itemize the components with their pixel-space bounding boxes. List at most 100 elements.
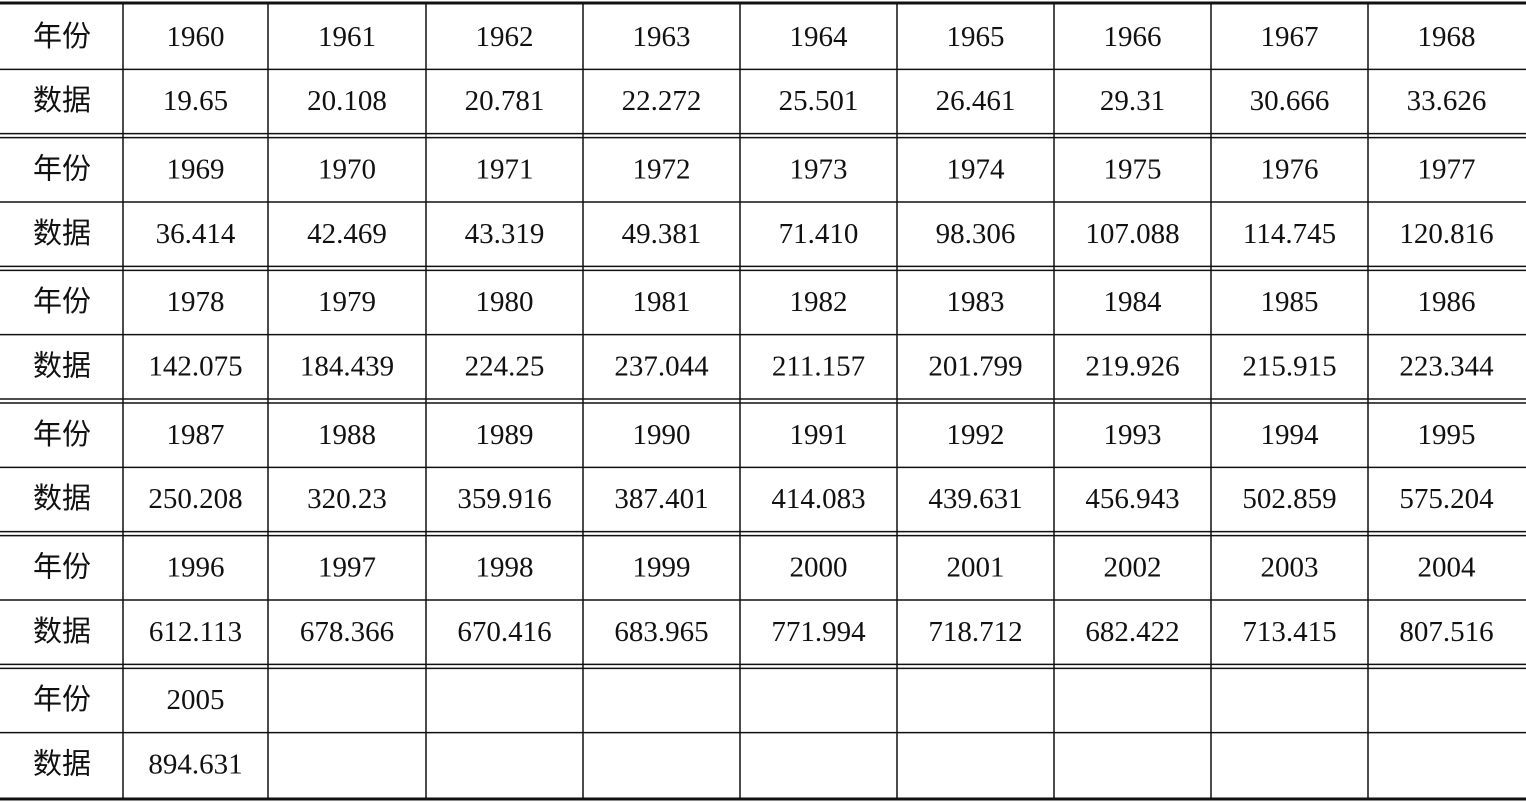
row-header: 年份 (33, 285, 91, 318)
year-cell: 1986 (1418, 286, 1476, 318)
year-cell: 1963 (633, 21, 691, 53)
row-header: 年份 (33, 418, 91, 451)
value-cell: 807.516 (1399, 616, 1493, 648)
year-cell: 1978 (167, 286, 225, 318)
row-header: 年份 (33, 152, 91, 185)
year-cell: 1964 (790, 21, 849, 53)
year-cell: 1975 (1104, 153, 1162, 185)
year-cell: 1985 (1261, 286, 1319, 318)
value-cell: 184.439 (300, 350, 394, 382)
year-cell: 1973 (790, 153, 848, 185)
year-cell: 1990 (633, 419, 691, 451)
value-cell: 20.108 (307, 85, 387, 117)
year-cell: 1983 (947, 286, 1005, 318)
value-cell: 25.501 (779, 85, 859, 117)
value-cell: 250.208 (148, 483, 242, 515)
value-cell: 670.416 (457, 616, 551, 648)
value-cell: 713.415 (1242, 616, 1336, 648)
year-cell: 2000 (790, 551, 848, 583)
year-cell: 1997 (318, 551, 376, 583)
year-cell: 1987 (167, 419, 225, 451)
value-cell: 43.319 (465, 218, 545, 250)
year-cell: 1984 (1104, 286, 1163, 318)
year-cell: 2002 (1104, 551, 1162, 583)
value-cell: 683.965 (614, 616, 708, 648)
value-cell: 718.712 (928, 616, 1022, 648)
value-cell: 894.631 (148, 748, 242, 780)
year-cell: 1996 (167, 551, 225, 583)
year-cell: 1971 (476, 153, 534, 185)
value-cell: 678.366 (300, 616, 394, 648)
value-cell: 49.381 (622, 218, 702, 250)
year-cell: 1989 (476, 419, 534, 451)
year-cell: 1972 (633, 153, 691, 185)
value-cell: 320.23 (307, 483, 387, 515)
value-cell: 42.469 (307, 218, 387, 250)
year-cell: 1962 (476, 21, 534, 53)
value-cell: 771.994 (771, 616, 866, 648)
year-cell: 1968 (1418, 21, 1476, 53)
value-cell: 19.65 (163, 85, 228, 117)
value-cell: 224.25 (465, 350, 545, 382)
year-cell: 1974 (947, 153, 1006, 185)
value-cell: 114.745 (1243, 218, 1336, 250)
value-cell: 219.926 (1085, 350, 1179, 382)
year-cell: 1976 (1261, 153, 1319, 185)
row-header: 数据 (33, 217, 91, 250)
year-cell: 2005 (167, 684, 225, 716)
value-cell: 26.461 (936, 85, 1016, 117)
value-cell: 29.31 (1100, 85, 1165, 117)
value-cell: 120.816 (1399, 218, 1493, 250)
year-cell: 1977 (1418, 153, 1476, 185)
value-cell: 33.626 (1407, 85, 1487, 117)
row-header: 年份 (33, 683, 91, 716)
year-cell: 1980 (476, 286, 534, 318)
row-header: 数据 (33, 84, 91, 117)
value-cell: 71.410 (779, 218, 859, 250)
value-cell: 502.859 (1242, 483, 1336, 515)
value-cell: 237.044 (614, 350, 709, 382)
row-header: 数据 (33, 615, 91, 648)
year-cell: 2001 (947, 551, 1005, 583)
year-cell: 1966 (1104, 21, 1162, 53)
year-cell: 1979 (318, 286, 376, 318)
year-cell: 1982 (790, 286, 848, 318)
value-cell: 22.272 (622, 85, 702, 117)
value-cell: 612.113 (149, 616, 242, 648)
row-header: 数据 (33, 349, 91, 382)
row-header: 年份 (33, 550, 91, 583)
value-cell: 387.401 (614, 483, 708, 515)
year-cell: 1981 (633, 286, 691, 318)
year-cell: 1960 (167, 21, 225, 53)
year-cell: 1965 (947, 21, 1005, 53)
year-cell: 1993 (1104, 419, 1162, 451)
value-cell: 30.666 (1250, 85, 1330, 117)
year-cell: 1991 (790, 419, 848, 451)
year-cell: 1999 (633, 551, 691, 583)
value-cell: 98.306 (936, 218, 1016, 250)
year-cell: 2003 (1261, 551, 1319, 583)
value-cell: 682.422 (1085, 616, 1179, 648)
value-cell: 211.157 (772, 350, 865, 382)
value-cell: 142.075 (148, 350, 242, 382)
value-cell: 439.631 (928, 483, 1022, 515)
value-cell: 201.799 (928, 350, 1022, 382)
row-header: 数据 (33, 482, 91, 515)
year-cell: 1995 (1418, 419, 1476, 451)
value-cell: 414.083 (771, 483, 865, 515)
value-cell: 223.344 (1399, 350, 1494, 382)
year-cell: 1998 (476, 551, 534, 583)
value-cell: 359.916 (457, 483, 551, 515)
year-cell: 1970 (318, 153, 376, 185)
value-cell: 107.088 (1085, 218, 1179, 250)
value-cell: 456.943 (1085, 483, 1179, 515)
row-header: 年份 (33, 20, 91, 53)
value-cell: 215.915 (1242, 350, 1336, 382)
value-cell: 575.204 (1399, 483, 1494, 515)
value-cell: 36.414 (156, 218, 236, 250)
value-cell: 20.781 (465, 85, 545, 117)
year-cell: 1969 (167, 153, 225, 185)
year-cell: 1961 (318, 21, 376, 53)
year-cell: 1994 (1261, 419, 1320, 451)
